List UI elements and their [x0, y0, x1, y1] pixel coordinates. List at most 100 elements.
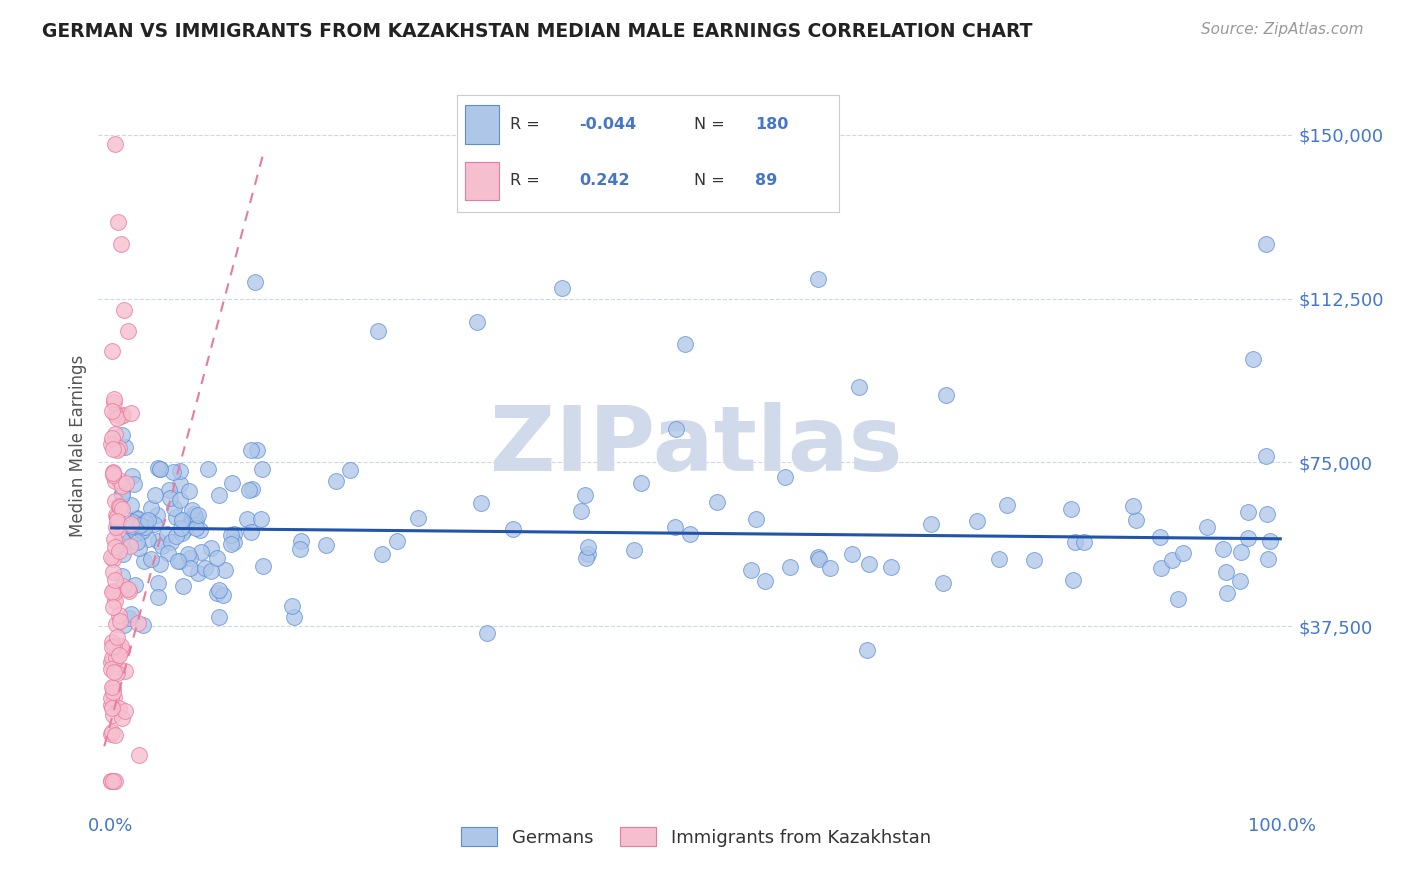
Point: [101, 640, 124, 654]
Point: [208, 582, 231, 597]
Point: [103, 690, 125, 704]
Point: [1122, 500, 1144, 514]
Point: [630, 475, 652, 490]
Point: [134, 520, 156, 534]
Point: [105, 411, 128, 425]
Point: [120, 539, 142, 553]
Point: [551, 281, 574, 295]
Point: [165, 509, 187, 524]
Point: [100, 690, 122, 705]
Point: [1215, 586, 1237, 600]
Point: [111, 569, 134, 583]
Point: [111, 427, 134, 442]
Point: [180, 515, 202, 529]
Point: [173, 523, 195, 537]
Point: [101, 584, 124, 599]
Point: [179, 551, 201, 566]
Point: [157, 546, 180, 560]
Point: [104, 508, 127, 522]
Point: [103, 585, 125, 599]
Point: [146, 461, 169, 475]
Point: [574, 488, 596, 502]
Point: [157, 483, 180, 498]
Point: [125, 535, 148, 549]
Point: [127, 510, 149, 524]
Point: [118, 611, 141, 625]
Point: [107, 215, 129, 229]
Point: [104, 494, 127, 508]
Point: [105, 666, 128, 681]
Point: [1256, 449, 1278, 463]
Point: [103, 392, 125, 406]
Point: [238, 483, 260, 497]
Point: [169, 492, 191, 507]
Point: [467, 315, 489, 329]
Point: [101, 680, 124, 694]
Point: [779, 559, 801, 574]
Point: [120, 516, 142, 531]
Point: [148, 590, 170, 604]
Point: [188, 523, 211, 537]
Point: [325, 474, 347, 488]
Point: [1167, 592, 1189, 607]
Point: [104, 774, 127, 789]
Point: [100, 774, 122, 789]
Point: [1060, 501, 1083, 516]
Point: [169, 464, 191, 478]
Point: [101, 681, 124, 695]
Point: [139, 501, 162, 516]
Point: [111, 486, 134, 500]
Point: [100, 698, 122, 712]
Point: [575, 551, 598, 566]
Point: [1236, 505, 1258, 519]
Point: [131, 524, 153, 538]
Point: [246, 443, 269, 458]
Point: [101, 404, 124, 418]
Point: [858, 558, 880, 572]
Point: [475, 626, 498, 640]
Point: [1257, 552, 1279, 566]
Point: [1229, 574, 1251, 589]
Point: [187, 566, 209, 580]
Point: [1149, 530, 1171, 544]
Point: [112, 302, 135, 317]
Point: [101, 565, 124, 579]
Point: [117, 324, 139, 338]
Point: [122, 515, 145, 529]
Point: [103, 532, 125, 546]
Point: [197, 461, 219, 475]
Point: [117, 582, 139, 597]
Point: [1258, 534, 1281, 549]
Point: [104, 594, 127, 608]
Point: [569, 504, 592, 518]
Point: [100, 727, 122, 741]
Point: [740, 563, 762, 577]
Point: [995, 498, 1018, 512]
Point: [107, 443, 129, 458]
Point: [110, 237, 132, 252]
Point: [124, 577, 146, 591]
Point: [406, 511, 429, 525]
Point: [848, 380, 870, 394]
Point: [159, 491, 181, 505]
Point: [1256, 237, 1278, 252]
Point: [103, 442, 125, 457]
Point: [1241, 352, 1264, 367]
Point: [148, 558, 170, 572]
Point: [101, 774, 124, 789]
Point: [120, 607, 142, 622]
Point: [105, 509, 128, 524]
Point: [121, 468, 143, 483]
Point: [181, 503, 204, 517]
Point: [623, 543, 645, 558]
Point: [100, 436, 122, 450]
Point: [105, 651, 128, 665]
Point: [101, 635, 124, 649]
Point: [146, 508, 169, 523]
Point: [1062, 573, 1084, 587]
Point: [111, 533, 134, 548]
Point: [100, 701, 122, 715]
Point: [1230, 545, 1253, 559]
Point: [103, 685, 125, 699]
Point: [105, 617, 128, 632]
